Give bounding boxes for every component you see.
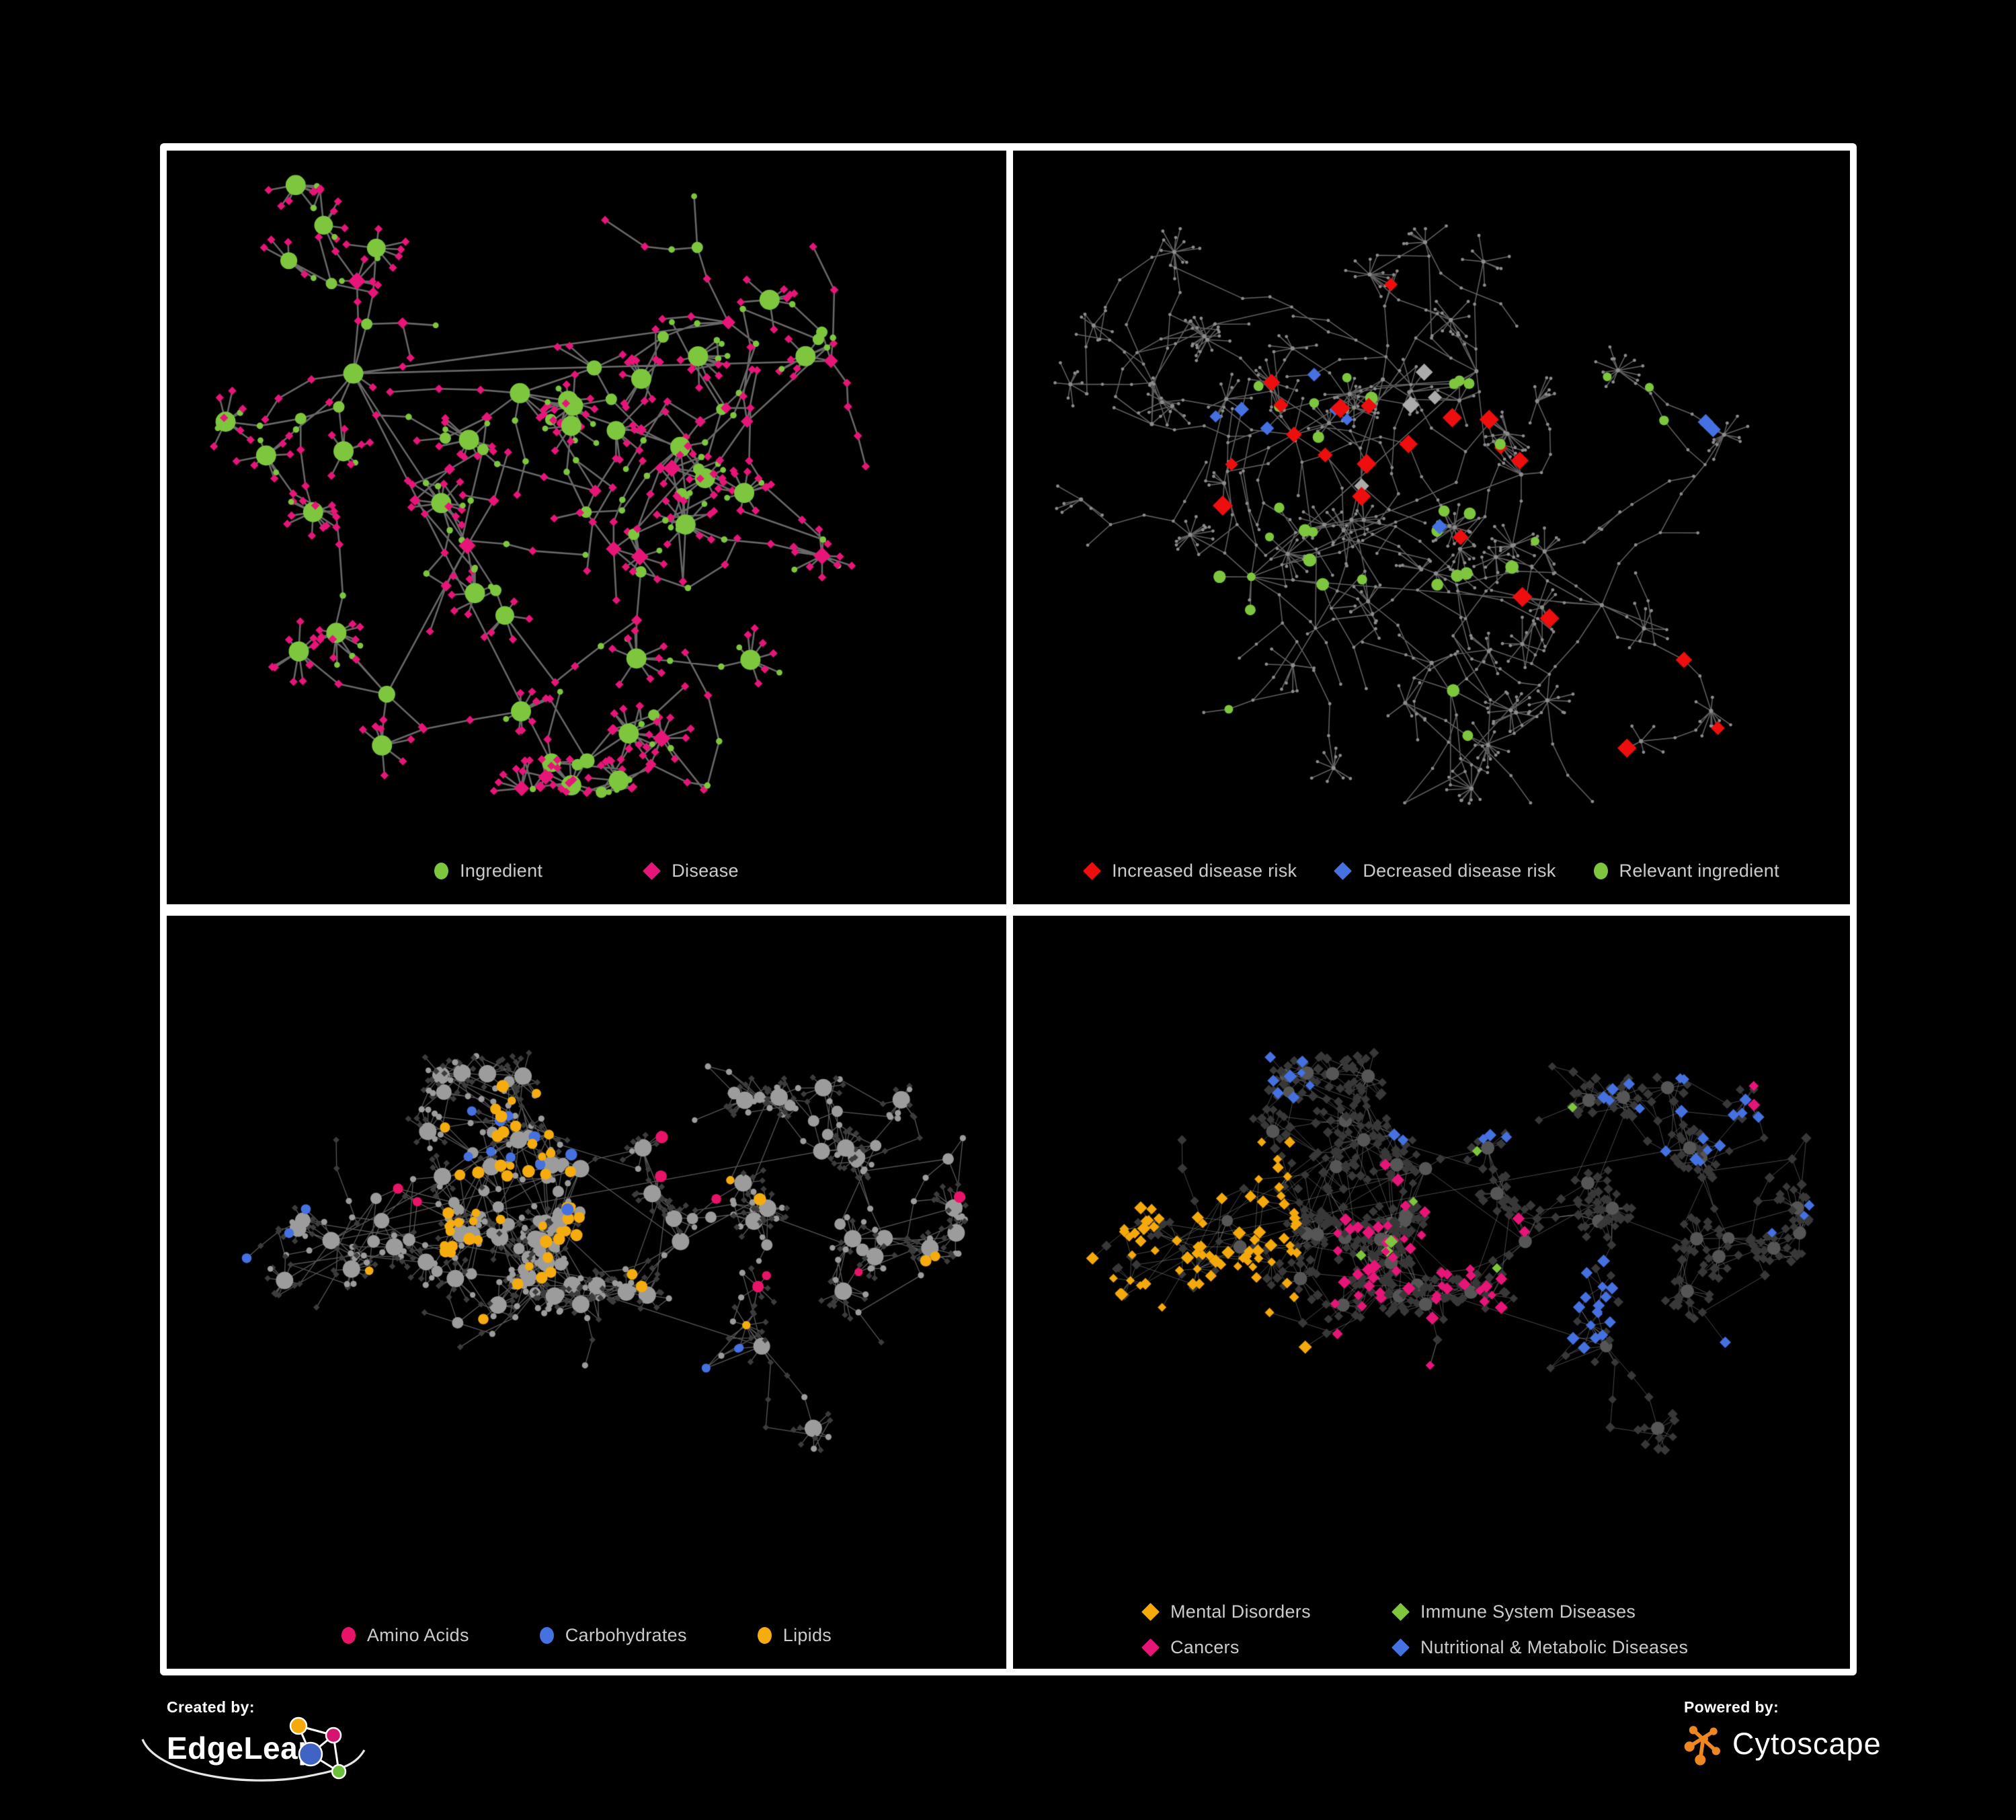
legend-label: Lipids bbox=[782, 1625, 832, 1645]
edgeleap-wordmark: EdgeLeap bbox=[167, 1731, 317, 1766]
created-by-label: Created by: bbox=[167, 1698, 255, 1716]
legend-item: Cancers bbox=[1141, 1637, 1392, 1658]
legend-item: Amino Acids bbox=[341, 1625, 469, 1646]
legend-disease-category: Mental Disorders Immune System Diseases Ca… bbox=[1013, 1601, 1850, 1658]
legend-label: Carbohydrates bbox=[565, 1625, 687, 1645]
diamond-marker-icon bbox=[1141, 1638, 1160, 1657]
cytoscape-logo: Cytoscape bbox=[1684, 1722, 1882, 1766]
diamond-marker-icon bbox=[1392, 1603, 1410, 1621]
panel-compound-class-network: Amino Acids Carbohydrates Lipids bbox=[167, 916, 1006, 1669]
powered-by-label: Powered by: bbox=[1684, 1698, 1779, 1716]
panel-ingredient-disease-network: Ingredient Disease bbox=[167, 151, 1006, 904]
network-canvas-disease-risk bbox=[1013, 151, 1850, 904]
legend-item: Relevant ingredient bbox=[1593, 861, 1779, 881]
legend-item: Lipids bbox=[757, 1625, 832, 1646]
circle-marker-icon bbox=[757, 1627, 772, 1644]
legend-label: Cancers bbox=[1170, 1637, 1240, 1657]
diamond-marker-icon bbox=[1083, 862, 1102, 880]
diamond-marker-icon bbox=[1334, 862, 1353, 880]
legend-disease-risk: Increased disease risk Decreased disease … bbox=[1013, 861, 1850, 881]
legend-label: Mental Disorders bbox=[1170, 1601, 1311, 1622]
network-canvas-disease-category bbox=[1013, 916, 1850, 1669]
circle-marker-icon bbox=[341, 1627, 356, 1644]
panels-frame: Ingredient Disease Increased disease risk… bbox=[160, 143, 1857, 1675]
diamond-marker-icon bbox=[1392, 1638, 1410, 1657]
circle-marker-icon bbox=[539, 1627, 554, 1644]
legend-item: Increased disease risk bbox=[1083, 861, 1297, 881]
legend-label: Decreased disease risk bbox=[1363, 861, 1556, 881]
legend-label: Ingredient bbox=[460, 861, 543, 881]
legend-label: Increased disease risk bbox=[1112, 861, 1297, 881]
cytoscape-network-icon bbox=[1684, 1726, 1720, 1766]
legend-ingredient-disease: Ingredient Disease bbox=[167, 861, 1006, 881]
circle-marker-icon bbox=[1593, 863, 1608, 879]
panel-disease-category-network: Mental Disorders Immune System Diseases Ca… bbox=[1013, 916, 1850, 1669]
legend-item: Ingredient bbox=[434, 861, 542, 881]
legend-label: Immune System Diseases bbox=[1420, 1601, 1636, 1622]
network-canvas-compound-class bbox=[167, 916, 1006, 1669]
legend-item: Decreased disease risk bbox=[1334, 861, 1556, 881]
legend-label: Relevant ingredient bbox=[1619, 861, 1779, 881]
diamond-marker-icon bbox=[1141, 1603, 1160, 1621]
edgeleap-logo: EdgeLeap bbox=[141, 1716, 366, 1784]
powered-by-block: Powered by: Cytoscape bbox=[1684, 1698, 1882, 1766]
created-by-block: Created by: EdgeLeap bbox=[141, 1698, 366, 1784]
legend-item: Immune System Diseases bbox=[1392, 1601, 1688, 1622]
legend-item: Mental Disorders bbox=[1141, 1601, 1392, 1622]
circle-marker-icon bbox=[434, 863, 449, 879]
legend-label: Amino Acids bbox=[366, 1625, 469, 1645]
legend-item: Carbohydrates bbox=[539, 1625, 687, 1646]
cytoscape-wordmark: Cytoscape bbox=[1732, 1727, 1882, 1761]
legend-compound-class: Amino Acids Carbohydrates Lipids bbox=[167, 1625, 1006, 1646]
legend-item: Disease bbox=[643, 861, 739, 881]
diamond-marker-icon bbox=[643, 862, 661, 880]
edgeleap-network-icon bbox=[141, 1716, 366, 1782]
legend-item: Nutritional & Metabolic Diseases bbox=[1392, 1637, 1688, 1658]
panel-disease-risk-network: Increased disease risk Decreased disease … bbox=[1013, 151, 1850, 904]
legend-label: Nutritional & Metabolic Diseases bbox=[1420, 1637, 1689, 1657]
network-canvas-ingredient-disease bbox=[167, 151, 1006, 904]
legend-label: Disease bbox=[672, 861, 739, 881]
